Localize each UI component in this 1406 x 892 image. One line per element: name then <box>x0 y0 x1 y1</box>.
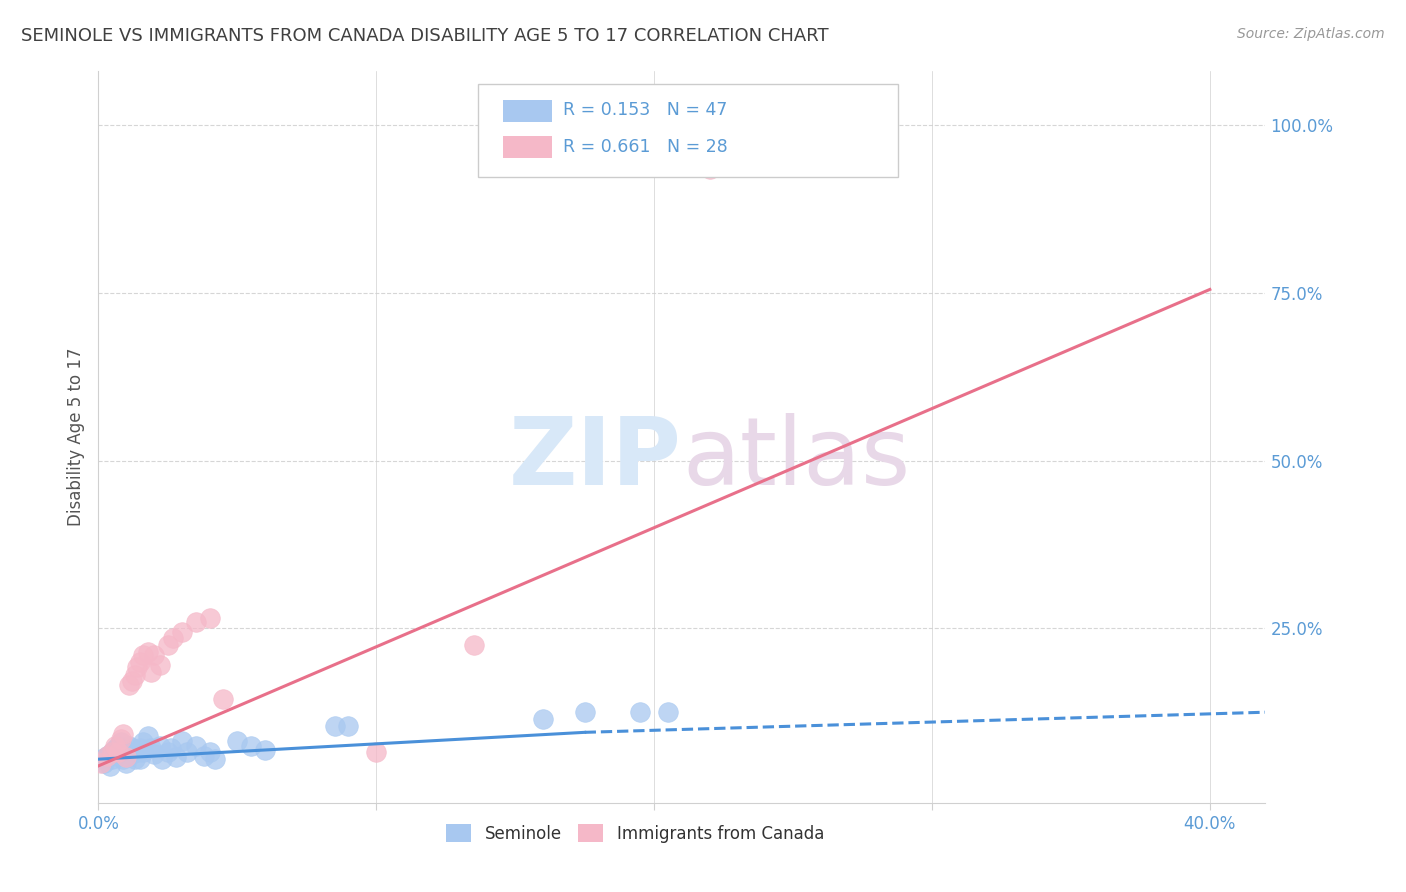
FancyBboxPatch shape <box>478 84 898 178</box>
Point <box>110 732 132 747</box>
Point <box>104 739 127 753</box>
Point <box>124 668 146 682</box>
Point <box>115 746 138 760</box>
Point <box>150 752 173 766</box>
Point <box>148 739 170 753</box>
Point <box>184 615 207 629</box>
Text: R = 0.153   N = 47: R = 0.153 N = 47 <box>562 101 727 120</box>
Point <box>226 734 249 748</box>
Point <box>121 740 143 755</box>
Point <box>240 739 263 753</box>
Text: atlas: atlas <box>682 413 910 505</box>
Point <box>170 734 193 748</box>
Point <box>115 756 138 770</box>
Point <box>138 645 160 659</box>
Point <box>143 747 166 762</box>
Point <box>96 748 118 763</box>
Point <box>193 748 215 763</box>
Point <box>337 718 360 732</box>
Point <box>90 752 112 766</box>
Point <box>463 638 485 652</box>
Point <box>574 705 596 719</box>
Point <box>112 752 135 766</box>
Legend: Seminole, Immigrants from Canada: Seminole, Immigrants from Canada <box>440 818 831 849</box>
Point <box>107 746 129 760</box>
Point <box>141 665 163 679</box>
Point <box>159 740 181 755</box>
Y-axis label: Disability Age 5 to 17: Disability Age 5 to 17 <box>66 348 84 526</box>
Point <box>101 752 124 766</box>
Point <box>110 746 132 760</box>
Point <box>112 727 135 741</box>
Point <box>148 658 170 673</box>
Point <box>90 756 112 770</box>
Point <box>628 705 651 719</box>
Point <box>204 752 226 766</box>
Point <box>323 718 346 732</box>
Point <box>156 746 179 760</box>
Point <box>110 735 132 749</box>
Point <box>132 746 155 760</box>
Point <box>124 752 146 766</box>
Point <box>127 746 149 760</box>
Point <box>162 632 184 646</box>
Point <box>366 746 388 760</box>
Point <box>121 747 143 762</box>
Point <box>93 756 115 770</box>
Point <box>118 678 141 692</box>
Point <box>132 648 155 662</box>
Point <box>138 729 160 743</box>
Point <box>96 748 118 763</box>
Point <box>112 742 135 756</box>
Point <box>98 759 121 773</box>
Point <box>212 691 235 706</box>
Point <box>156 638 179 652</box>
Point <box>170 624 193 639</box>
Point <box>254 743 277 757</box>
Point <box>132 735 155 749</box>
Point <box>141 740 163 755</box>
Text: SEMINOLE VS IMMIGRANTS FROM CANADA DISABILITY AGE 5 TO 17 CORRELATION CHART: SEMINOLE VS IMMIGRANTS FROM CANADA DISAB… <box>21 27 828 45</box>
Point <box>104 742 127 756</box>
Point <box>198 611 221 625</box>
Point <box>129 655 152 669</box>
Point <box>143 648 166 662</box>
Point <box>107 739 129 753</box>
Point <box>699 161 721 176</box>
Point <box>118 739 141 753</box>
Point <box>657 705 679 719</box>
Point <box>531 712 554 726</box>
Point <box>129 752 152 766</box>
Point <box>176 746 198 760</box>
Point <box>129 740 152 755</box>
Text: ZIP: ZIP <box>509 413 682 505</box>
Point <box>127 660 149 674</box>
Point <box>115 750 138 764</box>
Point <box>184 739 207 753</box>
Point <box>121 673 143 688</box>
FancyBboxPatch shape <box>503 100 553 122</box>
FancyBboxPatch shape <box>503 136 553 159</box>
Text: R = 0.661   N = 28: R = 0.661 N = 28 <box>562 137 728 156</box>
Point <box>101 746 124 760</box>
Point <box>107 748 129 763</box>
Text: Source: ZipAtlas.com: Source: ZipAtlas.com <box>1237 27 1385 41</box>
Point <box>165 750 187 764</box>
Point <box>101 746 124 760</box>
Point <box>198 746 221 760</box>
